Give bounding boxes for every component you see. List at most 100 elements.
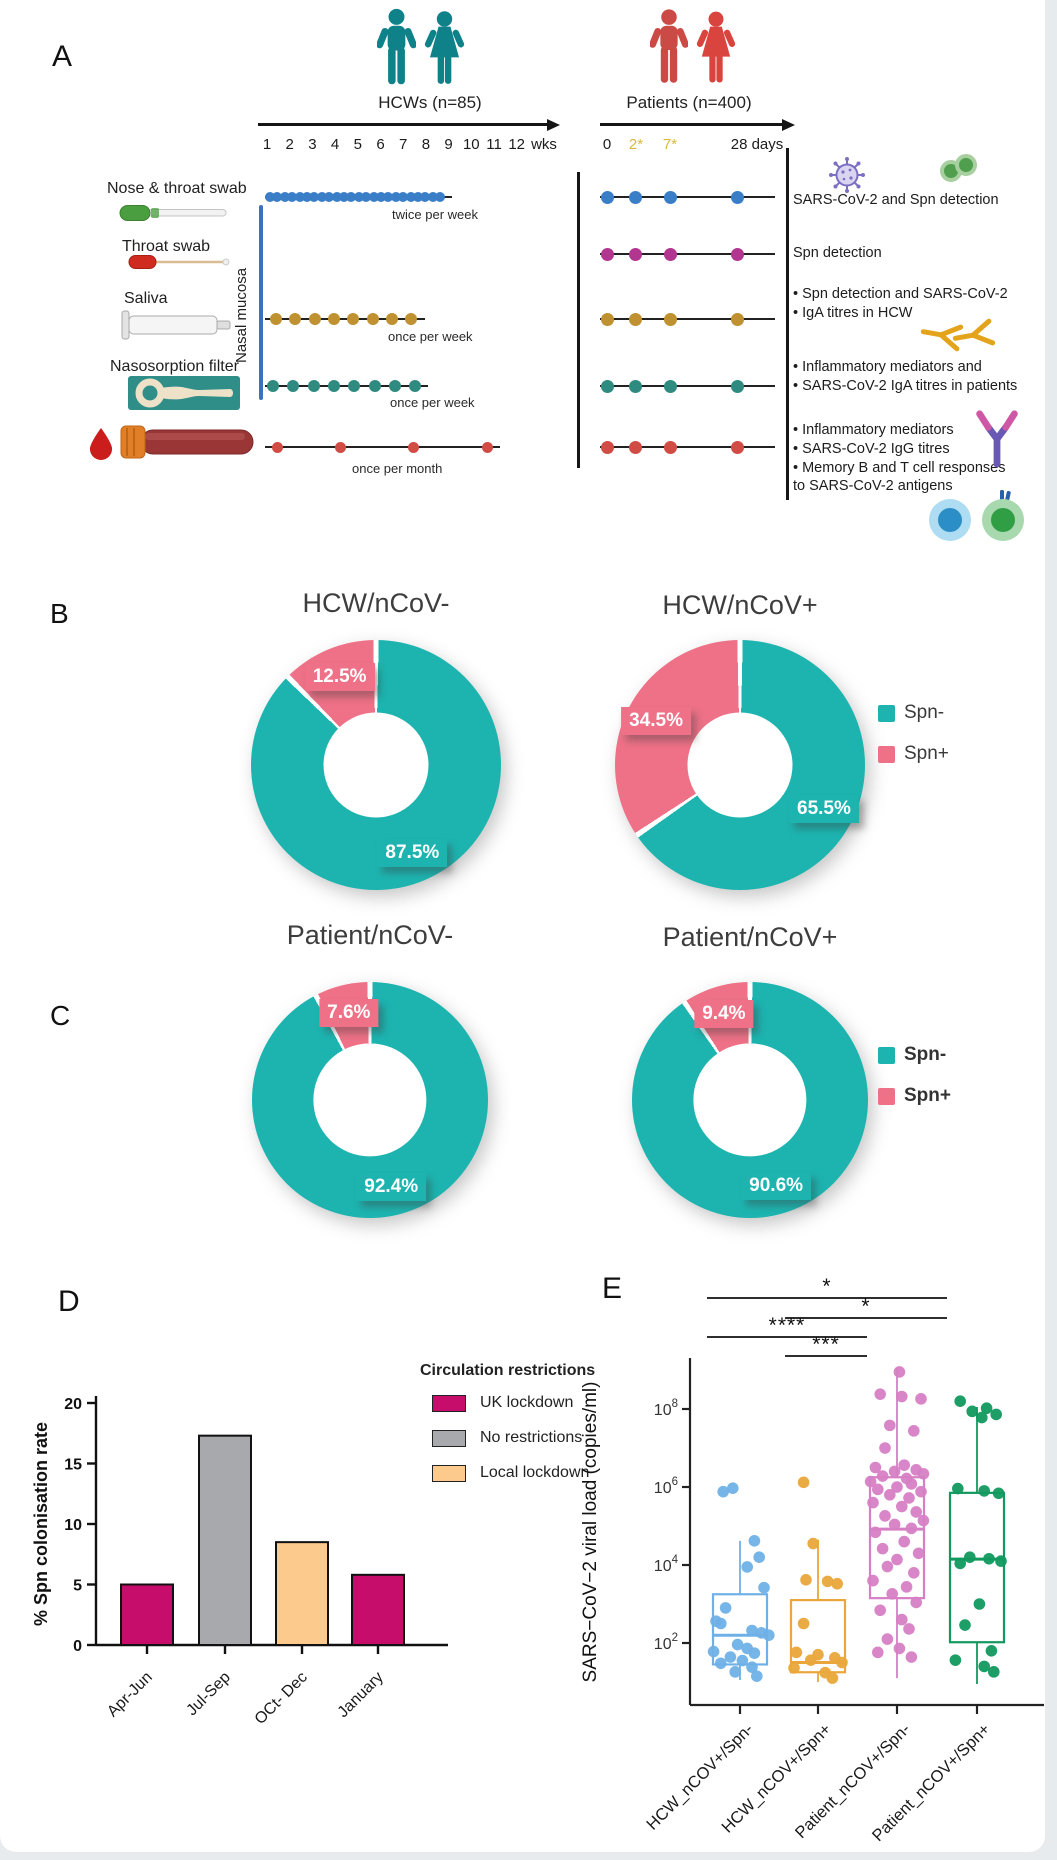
hcw-timeline-arrow xyxy=(258,118,560,131)
data-point xyxy=(758,1581,770,1594)
data-point xyxy=(915,1485,927,1498)
data-point xyxy=(746,1661,758,1673)
data-point xyxy=(879,1442,891,1454)
sampling-dot xyxy=(308,313,321,325)
data-point xyxy=(992,1487,1005,1500)
data-point xyxy=(876,1542,889,1555)
sampling-dot xyxy=(600,440,614,454)
legend-swatch-spn-neg xyxy=(878,704,895,722)
panel-c-label: C xyxy=(50,1000,71,1031)
data-point xyxy=(959,1619,971,1631)
patient-timeline xyxy=(600,252,775,256)
data-point xyxy=(864,1475,877,1488)
data-point xyxy=(707,1645,720,1658)
chart-title-patient-ncov-pos: Patient/nCoV+ xyxy=(662,922,838,952)
legend-swatch-spn-pos xyxy=(878,745,895,763)
week-tick: 1 xyxy=(262,136,272,153)
y-tick-label: 10 xyxy=(64,1517,82,1534)
week-tick: 9 xyxy=(444,136,453,153)
data-point xyxy=(715,1617,727,1630)
chart-title-hcw-ncov-pos: HCW/nCoV+ xyxy=(662,590,818,620)
x-tick-label: OCt- Dec xyxy=(252,1669,311,1728)
legend-swatch xyxy=(432,1429,466,1447)
bar xyxy=(275,1541,329,1647)
data-point xyxy=(973,1598,986,1610)
data-point xyxy=(729,1666,741,1678)
data-point xyxy=(751,1670,763,1682)
bar xyxy=(198,1434,252,1647)
legend-title: Circulation restrictions xyxy=(420,1362,596,1379)
y-tick-label: 104 xyxy=(654,1554,679,1575)
slice-label-spn-neg: 87.5% xyxy=(377,838,448,867)
sampling-dot xyxy=(366,313,379,325)
patients-cohort-label: Patients (n=400) xyxy=(626,93,752,112)
data-point xyxy=(978,1485,990,1497)
slice-label-spn-neg: 92.4% xyxy=(356,1173,427,1202)
sampling-dot xyxy=(361,192,372,202)
legend-spn-panel-c: Spn- Spn+ xyxy=(878,1044,951,1126)
legend-spn-panel-b: Spn- Spn+ xyxy=(878,702,949,784)
day-tick: 28 days xyxy=(730,136,784,153)
y-tick-label: 0 xyxy=(73,1638,82,1655)
assay-annotation-line: SARS-CoV-2 and Spn detection xyxy=(793,192,999,208)
data-point xyxy=(990,1408,1002,1421)
sampling-dot xyxy=(339,192,349,202)
sampling-dot xyxy=(368,192,379,202)
y-tick-label: 106 xyxy=(654,1476,678,1497)
legend-label-spn-pos: Spn+ xyxy=(904,1085,951,1106)
legend-item: Local lockdown xyxy=(420,1464,660,1482)
significance-stars: * xyxy=(822,1275,831,1298)
sampling-dot xyxy=(353,192,364,202)
sampling-dot xyxy=(628,440,642,454)
legend-item-spn-neg: Spn- xyxy=(878,1044,951,1066)
data-point xyxy=(896,1500,908,1513)
data-point xyxy=(788,1662,800,1674)
sampling-dot xyxy=(405,192,416,202)
data-point xyxy=(800,1574,812,1586)
y-axis-label: % Spn colonisation rate xyxy=(31,1422,51,1626)
slice-label-spn-neg: 90.6% xyxy=(741,1171,812,1200)
data-point xyxy=(952,1482,964,1495)
assay-annotation-line: to SARS-CoV-2 antigens xyxy=(793,478,953,494)
data-point xyxy=(874,1388,886,1400)
nasal-mucosa-label: Nasal mucosa xyxy=(233,267,250,363)
sampling-dot xyxy=(265,192,275,202)
data-point xyxy=(912,1547,925,1560)
y-axis-label: SARS−CoV−2 viral load (copies/ml) xyxy=(580,1382,601,1683)
data-point xyxy=(905,1651,918,1663)
chart-title-hcw-ncov-neg: HCW/nCoV- xyxy=(302,588,450,618)
sampling-dot xyxy=(600,247,614,261)
data-point xyxy=(831,1577,843,1590)
y-tick-label: 5 xyxy=(73,1578,82,1595)
sample-label-nasosorption-filter: Nasosorption filter xyxy=(110,358,239,375)
data-point xyxy=(983,1552,995,1565)
data-point xyxy=(888,1518,901,1531)
data-point xyxy=(790,1646,803,1659)
data-point xyxy=(917,1514,930,1527)
panel-d-label: D xyxy=(58,1285,80,1318)
sampling-dot xyxy=(628,379,642,393)
patient-timeline xyxy=(600,384,775,388)
patient-timeline xyxy=(600,445,775,449)
data-point xyxy=(748,1647,761,1659)
panel-e-label: E xyxy=(602,1272,623,1305)
data-point xyxy=(910,1506,922,1518)
blood-drop-icon xyxy=(88,428,114,465)
data-point xyxy=(731,1638,744,1651)
data-point xyxy=(741,1561,753,1573)
sampling-frequency-label: once per month xyxy=(352,461,443,476)
data-point xyxy=(964,1551,976,1563)
week-tick: 3 xyxy=(308,136,317,153)
slice-label-spn-pos: 12.5% xyxy=(304,663,375,692)
donut-hole xyxy=(693,1043,807,1157)
hcw-timeline xyxy=(265,384,428,388)
data-point xyxy=(980,1402,993,1415)
sampling-dot xyxy=(271,441,283,453)
assay-annotation-line: • Inflammatory mediators and xyxy=(793,359,982,375)
data-point xyxy=(903,1492,915,1504)
data-point xyxy=(988,1666,1000,1678)
sampling-dot xyxy=(663,440,677,454)
data-point xyxy=(736,1654,749,1667)
sampling-dot xyxy=(348,380,361,392)
